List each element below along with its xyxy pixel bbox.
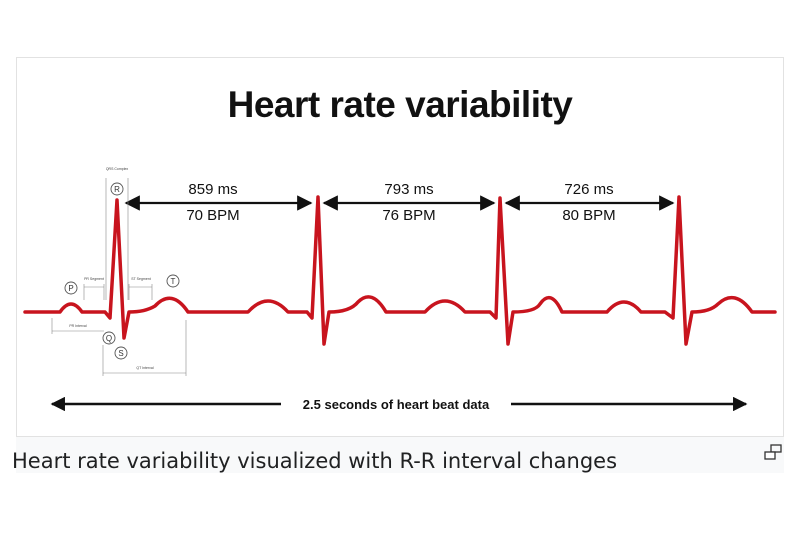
caption-bar bbox=[16, 437, 784, 473]
wave-label-t-text: T bbox=[171, 277, 176, 286]
pr-segment-annotation bbox=[83, 284, 105, 300]
wave-label-q-text: Q bbox=[106, 334, 112, 343]
interval-1-bpm: 70 BPM bbox=[186, 207, 239, 224]
pr-interval-annotation bbox=[51, 318, 104, 334]
qt-interval-annotation bbox=[102, 320, 187, 376]
st-segment-label: ST Segment bbox=[131, 277, 150, 281]
qrs-complex-label: QRS Complex bbox=[106, 167, 129, 171]
wave-label-r-text: R bbox=[114, 185, 120, 194]
interval-3-bpm: 80 BPM bbox=[562, 207, 615, 224]
expand-button[interactable] bbox=[762, 443, 784, 463]
wave-label-s: S bbox=[114, 346, 128, 360]
qt-interval-label: QT Interval bbox=[136, 366, 153, 370]
interval-1-ms: 859 ms bbox=[188, 181, 237, 198]
ecg-trace bbox=[23, 195, 777, 346]
wave-label-q: Q bbox=[102, 331, 116, 345]
wave-label-p-text: P bbox=[68, 284, 73, 293]
wave-label-p: P bbox=[64, 281, 78, 295]
interval-2-bpm: 76 BPM bbox=[382, 207, 435, 224]
interval-3-ms: 726 ms bbox=[564, 181, 613, 198]
pr-segment-label: PR Segment bbox=[84, 277, 104, 281]
timeline-label: 2.5 seconds of heart beat data bbox=[303, 397, 490, 412]
wave-label-r: R bbox=[110, 182, 124, 196]
pr-interval-label: PR Interval bbox=[69, 324, 87, 328]
wave-label-s-text: S bbox=[118, 349, 123, 358]
figure-title: Heart rate variability bbox=[227, 84, 573, 125]
expand-icon bbox=[764, 444, 782, 460]
figure-caption: Heart rate variability visualized with R… bbox=[12, 449, 618, 473]
qrs-complex-annotation bbox=[105, 178, 129, 300]
figure-frame bbox=[16, 57, 784, 437]
interval-2-ms: 793 ms bbox=[384, 181, 433, 198]
wave-label-t: T bbox=[166, 274, 180, 288]
st-segment-annotation bbox=[128, 284, 153, 300]
